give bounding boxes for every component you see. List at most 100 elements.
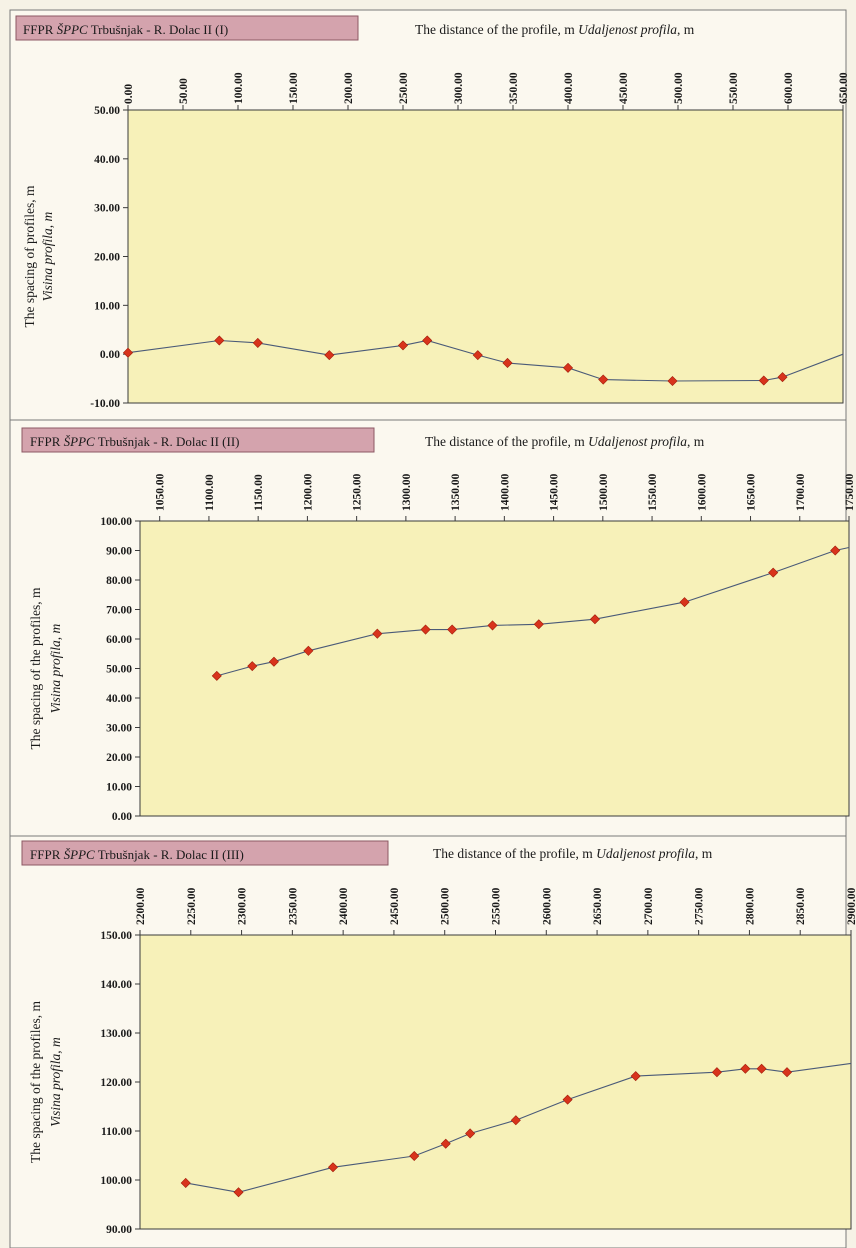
chart-panel-3: FFPR ŠPPC Trbušnjak - R. Dolac II (III) T… (9, 835, 856, 1248)
y-tick-label: 100.00 (100, 1175, 132, 1187)
x-tick-label: 2350.00 (287, 887, 299, 925)
chart-title-box (15, 15, 359, 41)
x-tick-label: 1400.00 (499, 473, 511, 511)
data-point (756, 1063, 767, 1074)
y-tick-label: -10.00 (90, 398, 120, 410)
plot-area (127, 109, 844, 404)
y-tick-label: 30.00 (106, 723, 132, 735)
y-tick-label: 60.00 (106, 634, 132, 646)
chart-panel-1: FFPR ŠPPC Trbušnjak - R. Dolac II (I) The… (9, 9, 850, 421)
chart-title-box (21, 427, 375, 453)
y-tick-label: 100.00 (100, 516, 132, 528)
data-point (268, 656, 279, 667)
x-tick-label: 300.00 (453, 72, 465, 104)
data-point (502, 357, 513, 368)
y-tick-label: 30.00 (94, 203, 120, 215)
series-line (127, 339, 844, 382)
y-tick-label: 20.00 (106, 752, 132, 764)
data-point (180, 1177, 191, 1188)
data-point (409, 1150, 420, 1162)
x-tick-label: 2600.00 (541, 887, 553, 925)
x-tick-label: 1250.00 (352, 473, 364, 511)
x-tick-label: 250.00 (398, 72, 410, 104)
data-point (233, 1187, 244, 1198)
x-tick-label: 1100.00 (204, 474, 216, 511)
x-tick-label: 650.00 (838, 72, 850, 104)
plot-area (139, 934, 852, 1230)
y-tick-label: 50.00 (106, 664, 132, 676)
y-axis-label-secondary: Visina profila, m (40, 211, 55, 301)
data-point (562, 1094, 573, 1105)
x-tick-label: 150.00 (288, 72, 300, 104)
data-point (667, 376, 678, 387)
data-point (487, 620, 498, 631)
data-point (589, 614, 600, 625)
x-tick-label: 600.00 (783, 72, 795, 104)
y-tick-label: 120.00 (100, 1077, 132, 1089)
x-tick-label: 2900.00 (846, 887, 856, 925)
y-tick-label: 10.00 (94, 300, 120, 312)
x-tick-label: 2500.00 (440, 887, 452, 925)
chart-title: FFPR ŠPPC Trbušnjak - R. Dolac II (II) (30, 434, 239, 449)
data-point (711, 1067, 722, 1078)
data-point (122, 347, 134, 358)
x-tick-label: 1650.00 (746, 473, 758, 511)
x-tick-label: 2650.00 (592, 887, 604, 925)
x-tick-label: 1450.00 (549, 473, 561, 511)
data-point (465, 1128, 476, 1139)
x-tick-label: 1150.00 (253, 474, 265, 511)
data-point (303, 645, 314, 656)
x-tick-label: 2200.00 (135, 887, 147, 925)
data-point (327, 1162, 339, 1173)
data-point (740, 1063, 751, 1074)
x-tick-label: 400.00 (563, 72, 575, 104)
x-tick-label: 0.00 (123, 84, 135, 104)
x-tick-label: 2300.00 (237, 887, 249, 925)
data-point (472, 350, 483, 361)
y-tick-label: 20.00 (94, 252, 120, 264)
data-point (422, 335, 433, 346)
x-axis-label: The distance of the profile, m Udaljenos… (433, 846, 713, 861)
data-point (758, 375, 769, 386)
data-point (630, 1071, 641, 1082)
data-point (598, 374, 609, 385)
data-point (247, 661, 258, 672)
y-tick-label: 80.00 (106, 575, 132, 587)
y-axis-label-secondary: Visina profila, m (48, 623, 63, 713)
data-point (397, 340, 409, 351)
y-tick-label: 40.00 (106, 693, 132, 705)
data-point (324, 350, 335, 361)
x-tick-label: 200.00 (343, 72, 355, 104)
data-point (777, 372, 788, 383)
y-tick-label: 70.00 (106, 605, 132, 617)
data-point (679, 597, 690, 608)
x-tick-label: 1500.00 (598, 473, 610, 511)
x-tick-label: 450.00 (618, 72, 630, 104)
x-tick-label: 1300.00 (401, 473, 413, 511)
data-point (211, 670, 222, 681)
x-tick-label: 1750.00 (844, 473, 856, 511)
data-point (252, 337, 263, 348)
x-tick-label: 1050.00 (155, 473, 167, 511)
data-point (781, 1067, 793, 1078)
y-axis-label-secondary: Visina profila, m (48, 1037, 63, 1127)
x-tick-label: 1550.00 (647, 473, 659, 511)
x-axis-label: The distance of the profile, m Udaljenos… (425, 434, 705, 449)
chart-title-box (21, 840, 389, 866)
chart-panel-2: FFPR ŠPPC Trbušnjak - R. Dolac II (II) Th… (9, 419, 856, 837)
x-tick-label: 1700.00 (795, 473, 807, 511)
y-tick-label: 50.00 (94, 105, 120, 117)
y-tick-label: 0.00 (100, 349, 120, 361)
y-tick-label: 140.00 (100, 979, 132, 991)
x-tick-label: 2400.00 (338, 887, 350, 925)
y-tick-label: 90.00 (106, 546, 132, 558)
x-tick-label: 2750.00 (694, 887, 706, 925)
chart-title: FFPR ŠPPC Trbušnjak - R. Dolac II (I) (23, 22, 228, 37)
y-axis-label: The spacing of profiles, m (22, 185, 37, 328)
y-tick-label: 10.00 (106, 782, 132, 794)
x-tick-label: 2850.00 (795, 887, 807, 925)
data-point (372, 628, 383, 639)
data-point (562, 362, 574, 373)
x-tick-label: 100.00 (233, 72, 245, 104)
